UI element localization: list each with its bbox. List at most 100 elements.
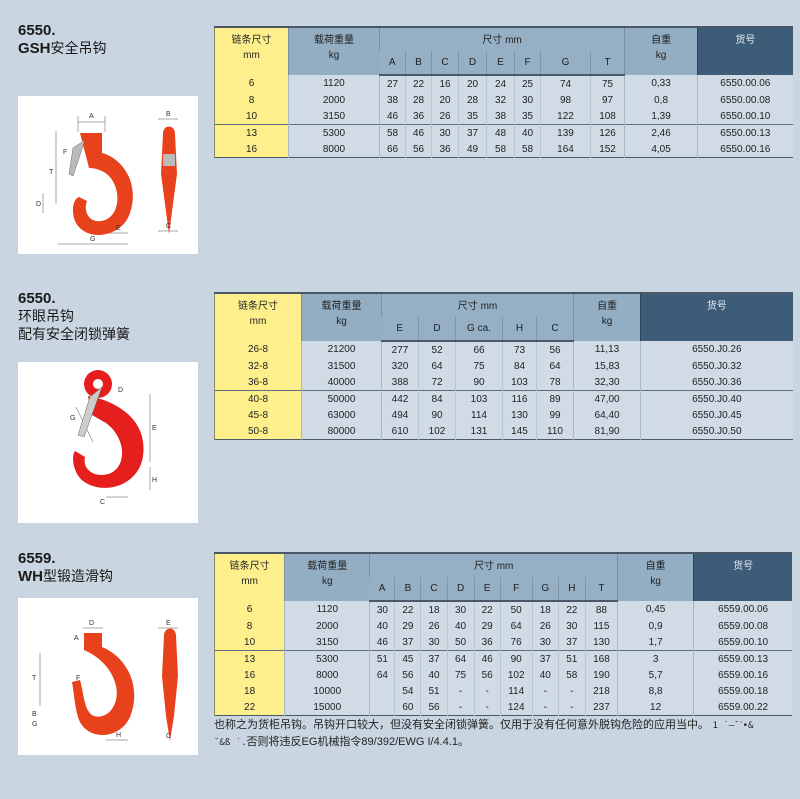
header-dim-7: H [557,577,586,602]
dim-label-d: D [36,201,41,208]
cell-dim: 46 [379,108,406,125]
cell-dim: 78 [535,374,574,391]
cell-dim: 22 [557,601,586,618]
table-row: 36-8 40000 388 72 90 103 78 32,30 6550.J0.36 [214,374,793,391]
cell-dim: 84 [418,390,456,407]
cell-article-no: 6559.00.10 [693,634,792,651]
cell-dim: 37 [420,650,448,667]
cell-dim: 114 [499,683,533,699]
cell-dim: 64 [446,650,475,667]
cell-weight: 4,05 [624,141,698,158]
cell-dim: 29 [394,618,421,634]
cell-dim: 164 [540,141,591,158]
cell-dim: 76 [499,634,533,651]
cell-dim: 320 [381,358,419,374]
cell-dim: 75 [446,667,475,683]
cell-article-no: 6550.00.10 [697,108,793,125]
section-title-6559-wh: 6559. WH型锻造滑钩 [18,550,113,586]
header-dim-5: F [514,51,541,76]
cell-weight: 2,46 [624,124,698,141]
cell-dim: 88 [584,601,618,618]
cell-load: 1120 [288,75,380,92]
cell-chain-size: 50-8 [214,423,302,440]
cell-dim: 388 [381,374,419,391]
cell-dim: 40 [531,667,559,683]
cell-dim: 22 [473,601,501,618]
cell-weight: 32,30 [573,374,641,391]
cell-dim: 30 [369,601,395,618]
header-dim-4: E [486,51,515,76]
note-line2b: EG [301,736,318,748]
cell-dim: 26 [431,108,459,125]
cell-dim: 131 [455,423,503,440]
cell-dim: 99 [535,407,574,423]
table-row: 40-8 50000 442 84 103 116 89 47,00 6550.J0.40 [214,390,793,407]
header-article-no-label: 货号 [733,561,754,572]
cell-dim: 64 [499,618,533,634]
cell-dim: 58 [514,141,541,158]
header-dim-3: D [446,577,475,602]
cell-dim: - [473,683,501,699]
cell-dim: 442 [381,390,419,407]
cell-dim: 32 [486,92,515,108]
cell-article-no: 6550.00.08 [697,92,793,108]
header-row: 链条尺寸 mm 载荷重量 kg 尺寸 mm 自重 kg 货号 [213,553,792,601]
cell-chain-size: 13 [214,124,289,141]
dim-label-d: D [89,620,94,627]
dim-label-b: B [166,111,171,118]
cell-dim: 46 [473,650,501,667]
cell-dim: - [531,683,559,699]
cell-dim: 48 [486,124,515,141]
header-dim-7: T [589,51,625,76]
header-weight-label: 自重 [645,561,666,572]
cell-dim: 126 [589,124,625,141]
cell-dim: 16 [431,75,459,92]
header-article-no: 货号 [640,293,793,341]
product-name: WH型锻造滑钩 [18,568,113,586]
table-row: 10 3150 46 37 30 50 36 76 30 37 130 1,7 6559.00.10 [213,634,792,651]
cell-dim: 22 [394,601,421,618]
header-load-unit: kg [336,316,347,327]
cell-load: 31500 [301,358,382,374]
cell-dim: - [531,699,559,716]
cell-load: 5300 [288,124,380,141]
cell-dim: 116 [502,390,537,407]
product-code: 6559. [18,550,56,567]
header-dim-2: C [431,51,459,76]
cell-dim: 64 [418,358,456,374]
product-name-text: 型锻造滑钩 [43,569,113,585]
table-row: 6 1120 27 22 16 20 24 25 74 75 0,33 6550.00.06 [214,75,793,92]
cell-dim: 30 [514,92,541,108]
table-row: 50-8 80000 610 102 131 145 110 81,90 6550.J0.50 [214,423,793,440]
header-chain-size-label: 链条尺寸 [229,561,270,572]
cell-article-no: 6550.J0.36 [640,374,793,391]
cell-load: 50000 [301,390,382,407]
cell-dim: 139 [540,124,591,141]
product-code: 6550. [18,290,56,307]
header-dim-0: A [369,577,395,602]
header-weight: 自重 kg [617,553,694,601]
header-dim-0: E [381,317,419,342]
table-row: 16 8000 66 56 36 49 58 58 164 152 4,05 6550.00.16 [214,141,793,158]
cell-dim: 27 [379,75,406,92]
cell-dim: 90 [455,374,503,391]
cell-dim: 168 [584,650,618,667]
cell-chain-size: 8 [213,618,285,634]
dim-label-f: F [76,675,80,682]
cell-dim: 56 [394,667,421,683]
dim-label-t: T [49,169,54,176]
cell-dim: 610 [381,423,419,440]
cell-dim: 56 [405,141,432,158]
header-weight: 自重 kg [573,293,641,341]
dim-label-t: T [32,675,37,682]
cell-dim: 30 [431,124,459,141]
cell-dim: - [473,699,501,716]
cell-article-no: 6559.00.22 [693,699,792,716]
cell-load: 2000 [284,618,370,634]
cell-dim: 103 [502,374,537,391]
cell-article-no: 6550.00.06 [697,75,793,92]
header-weight-unit: kg [655,50,667,61]
cell-dim: 58 [557,667,586,683]
cell-dim: 89 [535,390,574,407]
